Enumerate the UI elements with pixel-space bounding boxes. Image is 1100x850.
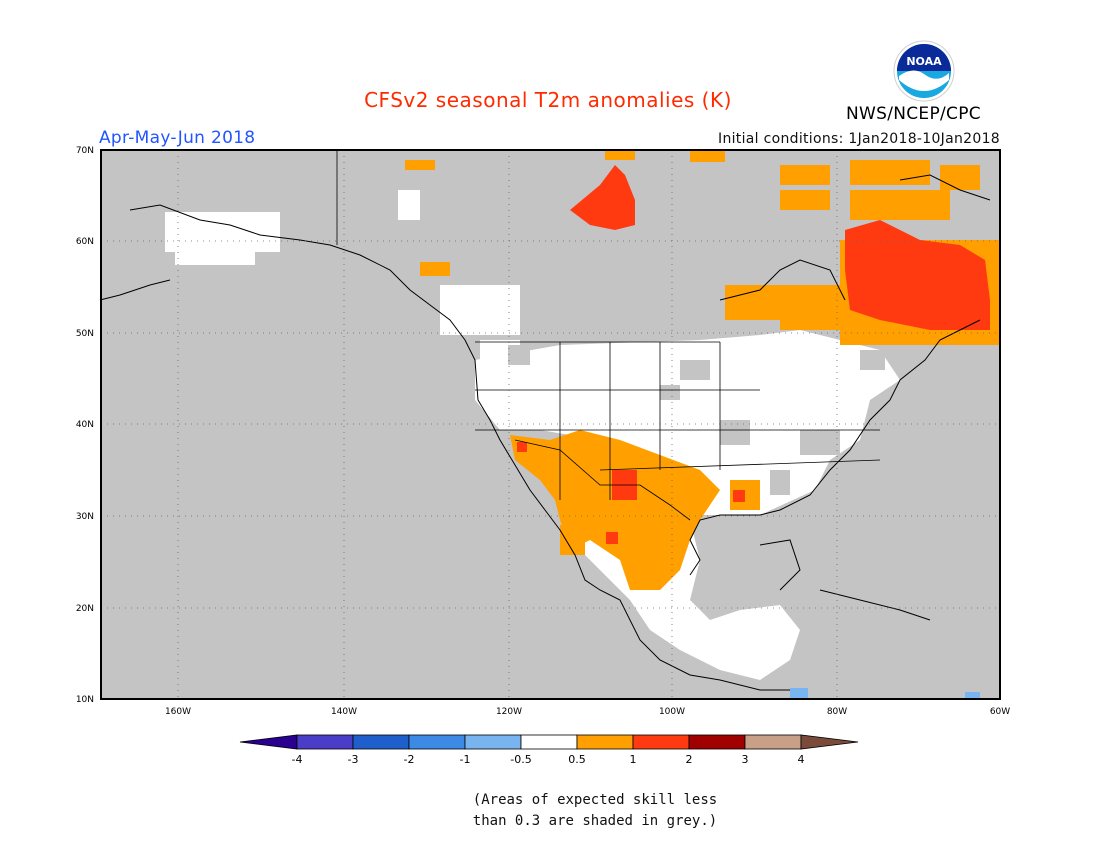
colorbar-tick-label: -2 xyxy=(404,753,415,766)
colorbar: -4 -3 -2 -1 -0.5 0.5 1 2 3 4 xyxy=(239,734,859,766)
neutral-anomaly-regions xyxy=(165,190,900,680)
latitude-labels: 70N 60N 50N 40N 30N 20N 10N xyxy=(76,146,94,705)
lon-label: 160W xyxy=(165,707,191,717)
colorbar-segment xyxy=(464,734,522,750)
colorbar-segment xyxy=(576,734,634,750)
lon-label: 60W xyxy=(990,707,1010,717)
map-title: CFSv2 seasonal T2m anomalies (K) xyxy=(364,88,732,112)
colorbar-segment xyxy=(296,734,354,750)
coastlines xyxy=(99,174,991,691)
colorbar-segment xyxy=(632,734,690,750)
colorbar-tick-label: 2 xyxy=(686,753,693,766)
colorbar-min-arrow xyxy=(239,734,298,750)
skill-footnote: (Areas of expected skill less than 0.3 a… xyxy=(0,790,1100,832)
lat-label: 30N xyxy=(76,512,94,522)
lon-label: 140W xyxy=(331,707,357,717)
cool-anomaly-regions xyxy=(790,688,980,699)
lat-label: 40N xyxy=(76,420,94,430)
lat-label: 10N xyxy=(76,695,94,705)
skill-footnote-line1: (Areas of expected skill less xyxy=(472,792,718,808)
colorbar-tick-label: 1 xyxy=(630,753,637,766)
colorbar-tick-label: 4 xyxy=(798,753,805,766)
colorbar-segment xyxy=(520,734,578,750)
colorbar-tick-label: 0.5 xyxy=(568,753,586,766)
lat-label: 50N xyxy=(76,329,94,339)
low-skill-patches xyxy=(508,345,885,495)
map-frame xyxy=(100,149,1001,700)
political-boundaries xyxy=(336,150,881,521)
colorbar-tick-label: -3 xyxy=(348,753,359,766)
skill-footnote-line2: than 0.3 are shaded in grey.) xyxy=(472,813,718,829)
initial-conditions: Initial conditions: 1Jan2018-10Jan2018 xyxy=(718,131,1000,147)
lon-label: 100W xyxy=(659,707,685,717)
lat-label: 60N xyxy=(76,237,94,247)
colorbar-tick-label: -0.5 xyxy=(510,753,531,766)
colorbar-tick-label: 3 xyxy=(742,753,749,766)
colorbar-segment xyxy=(352,734,410,750)
colorbar-tick-label: -4 xyxy=(292,753,303,766)
lon-label: 80W xyxy=(827,707,847,717)
lat-label: 70N xyxy=(76,146,94,156)
map-panel xyxy=(99,149,1001,700)
strong-warm-anomaly-regions xyxy=(517,165,990,544)
lat-label: 20N xyxy=(76,604,94,614)
colorbar-max-arrow xyxy=(800,734,859,750)
noaa-logo-text: NOAA xyxy=(906,55,942,68)
forecast-period: Apr-May-Jun 2018 xyxy=(99,128,256,148)
colorbar-segment xyxy=(688,734,746,750)
colorbar-segment xyxy=(408,734,466,750)
lon-label: 120W xyxy=(496,707,522,717)
longitude-labels: 160W 140W 120W 100W 80W 60W xyxy=(165,707,1010,717)
colorbar-segment xyxy=(744,734,802,750)
agency-label: NWS/NCEP/CPC xyxy=(846,104,981,124)
colorbar-tick-label: -1 xyxy=(460,753,471,766)
noaa-logo: NOAA xyxy=(893,40,955,102)
